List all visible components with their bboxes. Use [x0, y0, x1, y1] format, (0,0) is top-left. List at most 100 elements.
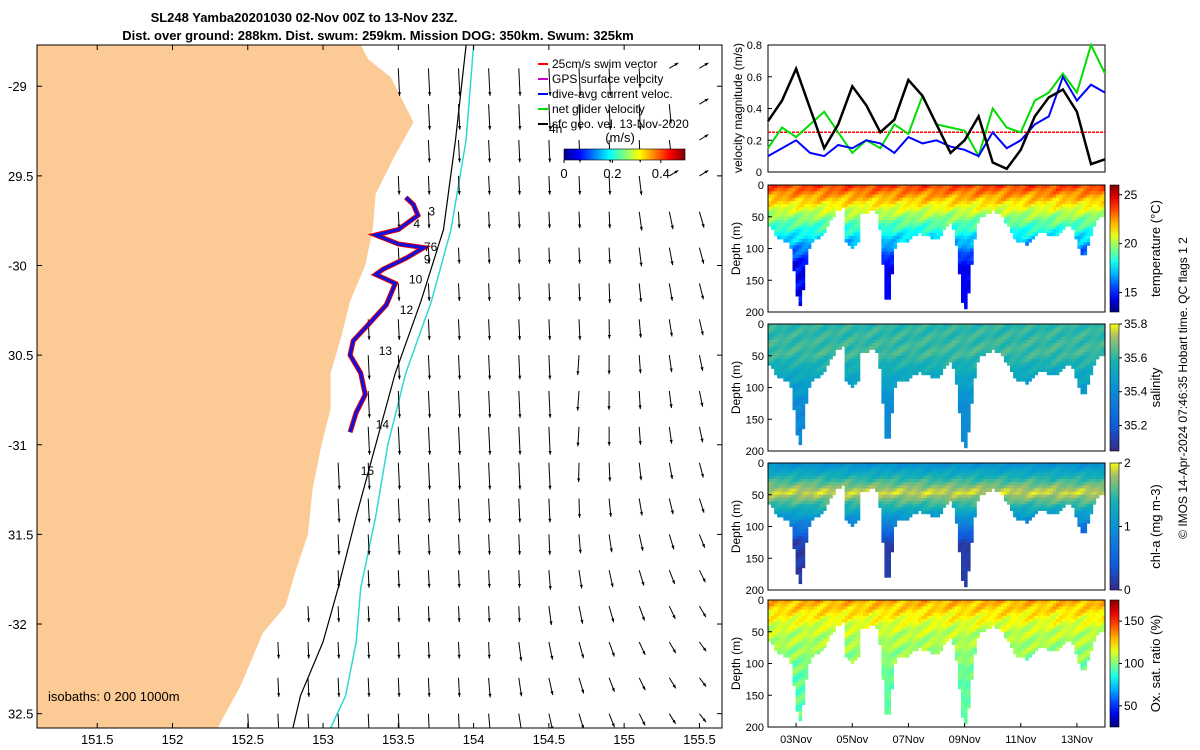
- section-cell: [829, 469, 833, 473]
- section-cell: [970, 358, 974, 363]
- section-cell: [961, 229, 965, 233]
- section-cell: [801, 194, 806, 199]
- section-cell: [1071, 355, 1075, 360]
- section-cell: [1028, 213, 1032, 218]
- velocity-vector-head: [576, 371, 580, 375]
- section-cell: [863, 485, 867, 489]
- section-cell: [1052, 352, 1057, 357]
- section-cell: [1080, 378, 1084, 382]
- section-cell: [933, 194, 937, 199]
- section-cell: [964, 393, 968, 398]
- velocity-vector-head: [488, 375, 492, 380]
- section-cell: [792, 466, 796, 470]
- section-cell: [1062, 197, 1066, 202]
- section-cell: [899, 374, 904, 379]
- section-cell: [777, 513, 781, 518]
- section-cell: [844, 497, 849, 502]
- section-cell: [1049, 226, 1054, 230]
- section-cell: [850, 466, 855, 470]
- section-cell: [1003, 194, 1008, 199]
- section-cell: [777, 210, 781, 214]
- velocity-vector-head: [277, 693, 281, 697]
- section-cell: [918, 352, 922, 357]
- section-cell: [774, 333, 778, 338]
- section-cell: [893, 188, 898, 192]
- section-cell: [777, 488, 781, 492]
- section-cell: [948, 216, 953, 221]
- section-cell: [792, 545, 796, 550]
- section-cell: [795, 539, 800, 543]
- section-cell: [804, 497, 809, 502]
- section-cell: [991, 191, 996, 195]
- section-cell: [792, 381, 796, 385]
- section-cell: [905, 339, 910, 344]
- section-cell: [1031, 185, 1035, 189]
- section-cell: [810, 475, 815, 480]
- section-cell: [961, 339, 965, 344]
- section-cell: [826, 494, 830, 499]
- section-cell: [1077, 200, 1081, 205]
- section-cell: [964, 280, 968, 284]
- section-cell: [866, 475, 870, 480]
- section-cell: [884, 223, 888, 227]
- section-cell: [789, 327, 793, 331]
- section-cell: [939, 185, 944, 189]
- section-cell: [863, 210, 867, 214]
- section-cell: [988, 188, 993, 192]
- section-cell: [774, 358, 778, 363]
- section-cell: [982, 204, 986, 208]
- section-cell: [991, 333, 996, 338]
- velocity-vector-head: [609, 548, 613, 553]
- section-cell: [905, 374, 910, 379]
- section-cell: [957, 365, 962, 369]
- section-cell: [801, 555, 806, 559]
- section-cell: [896, 213, 901, 218]
- section-cell: [872, 185, 876, 189]
- section-cell: [783, 507, 787, 511]
- section-cell: [896, 330, 901, 334]
- section-cell: [1007, 336, 1011, 341]
- section-cell: [1074, 355, 1078, 360]
- section-cell: [979, 200, 983, 205]
- section-cell: [814, 507, 818, 511]
- section-cell: [1025, 381, 1029, 385]
- section-cell: [902, 200, 907, 205]
- section-cell: [1080, 251, 1084, 256]
- section-cell: [970, 213, 974, 218]
- section-cell: [872, 339, 876, 344]
- section-cell: [997, 346, 1002, 350]
- section-cell: [835, 478, 839, 483]
- section-cell: [850, 191, 855, 195]
- section-cell: [924, 194, 928, 199]
- section-cell: [881, 245, 885, 249]
- section-cell: [786, 204, 790, 208]
- section-cell: [807, 232, 812, 237]
- section-cell: [804, 381, 809, 385]
- velocity-vector-head: [457, 618, 461, 623]
- section-cell: [847, 365, 852, 369]
- section-cell: [829, 197, 833, 202]
- section-cell: [1095, 213, 1100, 218]
- section-cell: [810, 197, 815, 202]
- velocity-vector: [458, 426, 461, 455]
- section-cell: [939, 343, 944, 347]
- section-cell: [881, 216, 885, 221]
- section-cell: [1028, 339, 1032, 344]
- section-cell: [777, 478, 781, 483]
- section-cell: [930, 213, 934, 218]
- section-cell: [988, 349, 993, 353]
- section-cell: [817, 333, 821, 338]
- section-cell: [810, 371, 815, 376]
- section-cell: [841, 466, 845, 470]
- velocity-vector-head: [397, 518, 401, 523]
- section-cell: [820, 485, 824, 489]
- section-cell: [1056, 333, 1060, 338]
- section-cell: [841, 475, 845, 480]
- section-cell: [774, 194, 778, 199]
- section-cell: [912, 191, 916, 195]
- section-cell: [899, 194, 904, 199]
- section-cell: [942, 336, 947, 341]
- section-cell: [979, 191, 983, 195]
- section-cell: [1083, 248, 1088, 253]
- section-cell: [936, 213, 940, 218]
